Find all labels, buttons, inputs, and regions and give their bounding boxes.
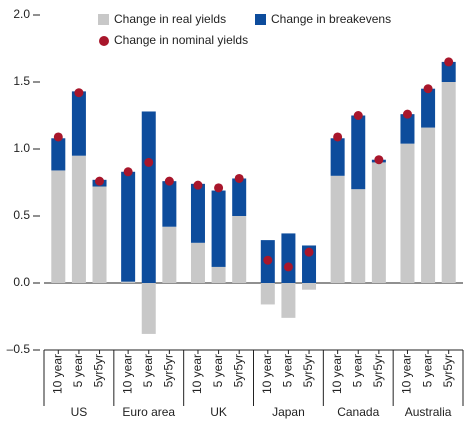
legend-swatch [255,14,266,25]
bar-segment [330,138,345,176]
dot [333,132,343,142]
x-tick-label: 5yr5yr [231,354,245,387]
legend-swatch [98,14,109,25]
dot [263,255,273,265]
group-label: Canada [337,405,379,419]
y-tick-label: 0.5 [13,208,30,222]
bar-segment [441,61,456,82]
bar-segment [190,242,205,283]
dot [123,167,133,177]
bar-segment [211,190,226,267]
x-tick-label: 10 year [120,354,134,394]
dot [193,180,203,190]
group-label: Australia [405,405,452,419]
bar-segment [232,216,247,283]
bar-segment [400,114,415,144]
bar-segment [162,181,177,227]
bar-segment [281,233,296,283]
x-tick-label: 5yr5yr [162,354,176,387]
bar-segment [421,88,436,128]
dot [374,155,384,165]
x-tick-label: 5 year [211,354,225,387]
bar-segment [71,91,86,156]
x-tick-label: 5yr5yr [92,354,106,387]
x-tick-label: 5yr5yr [371,354,385,387]
y-tick-label: 2.0 [13,7,30,21]
dot [304,247,314,257]
group-label: Japan [272,405,305,419]
group-label: UK [210,405,227,419]
legend-label: Change in nominal yields [114,33,248,47]
y-tick-label: 1.5 [13,74,30,88]
y-tick-label: 1.0 [13,141,30,155]
dot [144,157,154,167]
bar-segment [121,171,136,282]
bar-segment [71,155,86,283]
x-tick-label: 10 year [400,354,414,394]
x-tick-label: 5yr5yr [301,354,315,387]
group-label: US [71,405,88,419]
bar-segment [232,178,247,216]
bar-segment [281,283,296,318]
dot [283,262,293,272]
bar-segment [51,138,66,171]
group-label: Euro area [122,405,175,419]
dot [74,88,84,98]
dot [444,57,454,67]
legend-swatch [99,36,109,46]
bar-segment [330,175,345,283]
bar-segment [141,111,156,283]
bar-segment [190,183,205,243]
x-tick-label: 5 year [350,354,364,387]
x-tick-label: 10 year [260,354,274,394]
y-tick-label: –0.5 [7,342,31,356]
bar-segment [260,283,275,305]
bar-segment [371,162,386,283]
x-tick-label: 5 year [71,354,85,387]
x-tick-label: 10 year [330,354,344,394]
x-tick-label: 5yr5yr [441,354,455,387]
x-tick-label: 5 year [420,354,434,387]
y-tick-label: 0.0 [13,275,30,289]
bar-segment [302,283,317,290]
dot [95,176,105,186]
bar-segment [92,186,107,283]
x-tick-label: 5 year [141,354,155,387]
dot [53,132,63,142]
bar-segment [121,281,136,283]
x-tick-label: 10 year [190,354,204,394]
dot [214,183,224,193]
x-tick-label: 5 year [281,354,295,387]
dot [234,173,244,183]
dot [353,111,363,120]
dot [423,84,433,94]
legend-label: Change in real yields [114,12,226,26]
bar-segment [351,115,366,190]
bar-segment [141,283,156,334]
bar-segment [400,143,415,283]
legend-label: Change in breakevens [271,12,391,26]
bar-segment [51,170,66,283]
bar-segment [211,266,226,283]
bar-segment [351,189,366,283]
bar-segment [441,82,456,283]
dot [164,176,174,186]
bar-segment [162,226,177,283]
x-tick-label: 10 year [50,354,64,394]
dot [402,109,412,119]
bar-segment [421,127,436,283]
